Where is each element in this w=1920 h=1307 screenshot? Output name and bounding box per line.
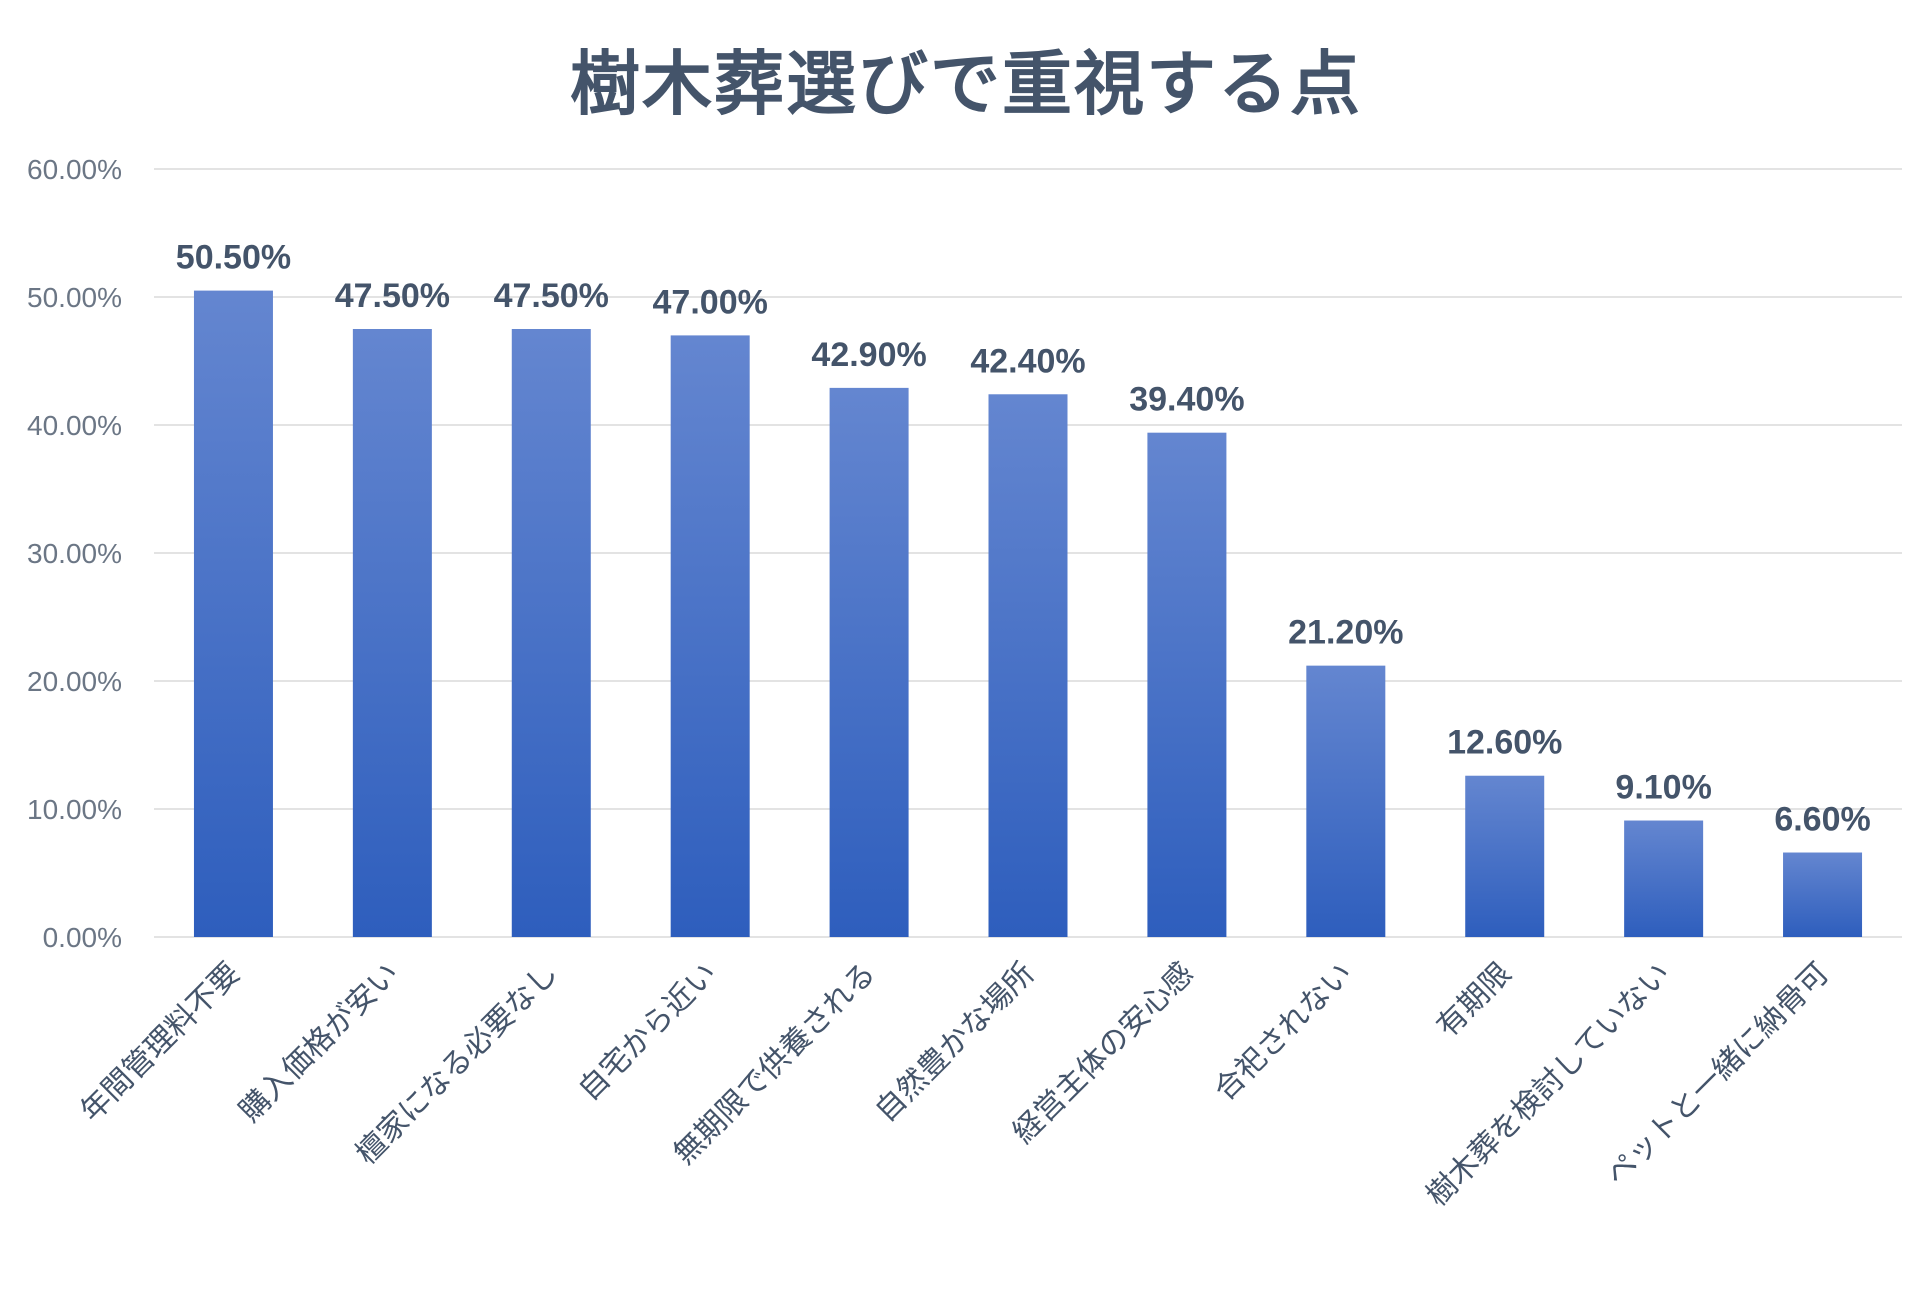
y-tick-label: 50.00% xyxy=(27,282,122,313)
y-tick-label: 20.00% xyxy=(27,666,122,697)
bar xyxy=(1306,665,1386,937)
data-label: 47.50% xyxy=(494,277,609,315)
data-label: 39.40% xyxy=(1129,381,1244,419)
bar xyxy=(829,387,909,937)
x-category-label: 自宅から近い xyxy=(572,956,724,1108)
bar xyxy=(352,329,432,937)
data-label: 9.10% xyxy=(1615,769,1711,807)
data-label: 42.40% xyxy=(970,342,1085,380)
bar xyxy=(988,394,1068,937)
chart-title: 樹木葬選びで重視する点 xyxy=(570,43,1362,125)
bar xyxy=(511,329,591,937)
y-tick-label: 60.00% xyxy=(27,154,122,185)
x-category-label: 年間管理料不要 xyxy=(74,956,247,1129)
y-tick-label: 10.00% xyxy=(27,794,122,825)
data-label: 47.50% xyxy=(335,277,450,315)
x-category-label: 購入価格が安い xyxy=(233,956,406,1129)
bar xyxy=(1465,775,1545,937)
data-label: 42.90% xyxy=(811,336,926,374)
bar xyxy=(670,335,750,937)
y-tick-label: 30.00% xyxy=(27,538,122,569)
x-category-label: 合祀されない xyxy=(1207,956,1359,1108)
data-label: 6.60% xyxy=(1774,801,1870,839)
bar xyxy=(1624,820,1704,937)
bar xyxy=(1783,852,1863,937)
x-category-label: 自然豊かな場所 xyxy=(868,956,1041,1129)
y-tick-label: 40.00% xyxy=(27,410,122,441)
data-label: 47.00% xyxy=(653,283,768,321)
y-tick-label: 0.00% xyxy=(43,922,122,953)
bar xyxy=(1147,432,1227,937)
data-label: 21.20% xyxy=(1288,614,1403,652)
bar xyxy=(193,290,273,938)
x-category-label: 有期限 xyxy=(1430,956,1518,1044)
data-label: 50.50% xyxy=(176,239,291,277)
data-label: 12.60% xyxy=(1447,724,1562,762)
